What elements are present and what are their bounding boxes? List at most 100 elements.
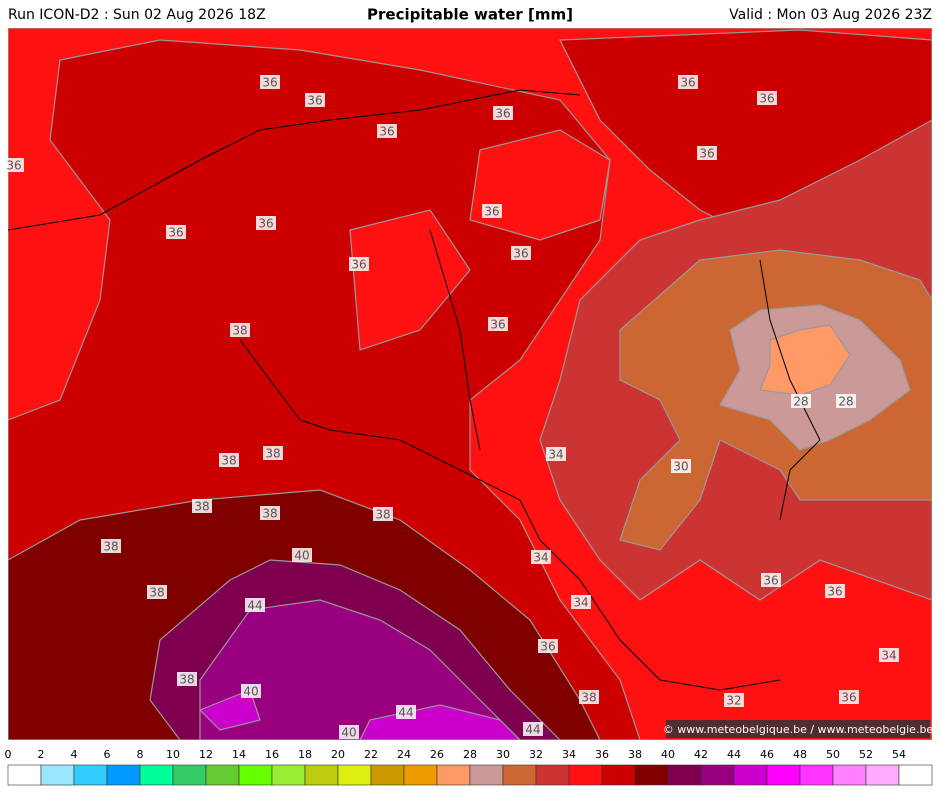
contour-label-box — [671, 459, 691, 473]
contour-label-box — [761, 573, 781, 587]
contour-label-box — [192, 499, 212, 513]
credit-box — [666, 720, 930, 738]
colorbar-swatch — [436, 764, 471, 786]
contour-label: 36 — [258, 217, 273, 231]
contour-label: 38 — [179, 673, 194, 687]
colorbar-swatch — [172, 764, 207, 786]
colorbar-swatch — [337, 764, 372, 786]
colorbar-swatch — [898, 764, 933, 786]
contour-label-box — [546, 447, 566, 461]
contour-label-box — [825, 584, 845, 598]
contour-label-box — [836, 394, 856, 408]
contour-label: 34 — [573, 596, 588, 610]
map-title: Precipitable water [mm] — [367, 6, 573, 24]
contour-label: 34 — [881, 649, 896, 663]
contour-label: 40 — [294, 549, 309, 563]
colorbar-swatch — [865, 764, 900, 786]
contour-label: 32 — [726, 694, 741, 708]
colorbar-swatch — [700, 764, 735, 786]
colorbar-swatch — [832, 764, 867, 786]
contour-label-box — [839, 690, 859, 704]
contour-label: 38 — [581, 691, 596, 705]
colorbar-tick-label: 8 — [137, 748, 144, 761]
colorbar-swatch — [205, 764, 240, 786]
contour-label-box — [697, 146, 717, 160]
colorbar-swatch — [73, 764, 108, 786]
contour-label-box — [256, 216, 276, 230]
colorbar-tick-label: 38 — [628, 748, 642, 761]
map — [8, 28, 932, 740]
colorbar-swatch — [502, 764, 537, 786]
contour-label-box — [724, 693, 744, 707]
colorbar-tick-label: 46 — [760, 748, 774, 761]
colorbar-swatch — [139, 764, 174, 786]
contour-label-box — [101, 539, 121, 553]
contour-label-box — [571, 595, 591, 609]
contour-label-box — [166, 225, 186, 239]
contour-label: 38 — [103, 540, 118, 554]
contour-label: 38 — [265, 447, 280, 461]
colorbar-swatch — [733, 764, 768, 786]
contour-label-box — [245, 598, 265, 612]
contour-label: 36 — [680, 76, 695, 90]
colorbar-tick-label: 24 — [397, 748, 411, 761]
colorbar-tick-label: 36 — [595, 748, 609, 761]
contour-label: 36 — [168, 226, 183, 240]
contour-label: 36 — [351, 258, 366, 272]
colorbar-swatch — [601, 764, 636, 786]
contour-label: 34 — [533, 551, 548, 565]
colorbar-tick-label: 4 — [71, 748, 78, 761]
contour-label: 36 — [763, 574, 778, 588]
contour-label-box — [177, 672, 197, 686]
contour-label-box — [263, 446, 283, 460]
contour-label: 36 — [6, 159, 21, 173]
colorbar-swatch — [304, 764, 339, 786]
colorbar-swatch — [766, 764, 801, 786]
colorbar-swatch — [634, 764, 669, 786]
colorbar: 0 2 4 6 8 10 12 14 16 18 20 22 24 26 28 30 32 34 36 38 40 42 4… — [5, 748, 933, 786]
contour-label: 36 — [699, 147, 714, 161]
colorbar-tick-label: 54 — [892, 748, 906, 761]
contour-label-box — [523, 722, 543, 736]
contour-label: 36 — [379, 125, 394, 139]
contour-label: 38 — [262, 507, 277, 521]
contour-label-box — [879, 648, 899, 662]
contour-label: 44 — [247, 599, 262, 613]
colorbar-tick-label: 48 — [793, 748, 807, 761]
contour-label-box — [531, 550, 551, 564]
contour-label: 38 — [149, 586, 164, 600]
contour-label: 44 — [398, 706, 413, 720]
contour-label-box — [373, 507, 393, 521]
colorbar-swatch — [370, 764, 405, 786]
contour-label-box — [396, 705, 416, 719]
contour-label-box — [538, 639, 558, 653]
colorbar-tick-label: 42 — [694, 748, 708, 761]
colorbar-swatch — [271, 764, 306, 786]
colorbar-tick-label: 32 — [529, 748, 543, 761]
contour-label: 36 — [262, 76, 277, 90]
contour-label: 36 — [484, 205, 499, 219]
contour-label-box — [260, 506, 280, 520]
contour-label: 34 — [548, 448, 563, 462]
contour-label: 30 — [673, 460, 688, 474]
contour-label: 40 — [243, 685, 258, 699]
colorbar-tick-label: 50 — [826, 748, 840, 761]
colorbar-tick-label: 34 — [562, 748, 576, 761]
colorbar-tick-label: 10 — [166, 748, 180, 761]
contour-label: 36 — [513, 247, 528, 261]
contour-label: 38 — [375, 508, 390, 522]
contour-label-box — [241, 684, 261, 698]
contour-label: 38 — [194, 500, 209, 514]
colorbar-tick-label: 30 — [496, 748, 510, 761]
contour-label-box — [482, 204, 502, 218]
colorbar-tick-label: 2 — [38, 748, 45, 761]
colorbar-tick-label: 20 — [331, 748, 345, 761]
colorbar-swatch — [7, 764, 42, 786]
colorbar-tick-label: 52 — [859, 748, 873, 761]
colorbar-swatch — [40, 764, 75, 786]
contour-label-box — [147, 585, 167, 599]
contour-label-box — [511, 246, 531, 260]
contour-label-box — [757, 91, 777, 105]
colorbar-tick-label: 0 — [5, 748, 12, 761]
